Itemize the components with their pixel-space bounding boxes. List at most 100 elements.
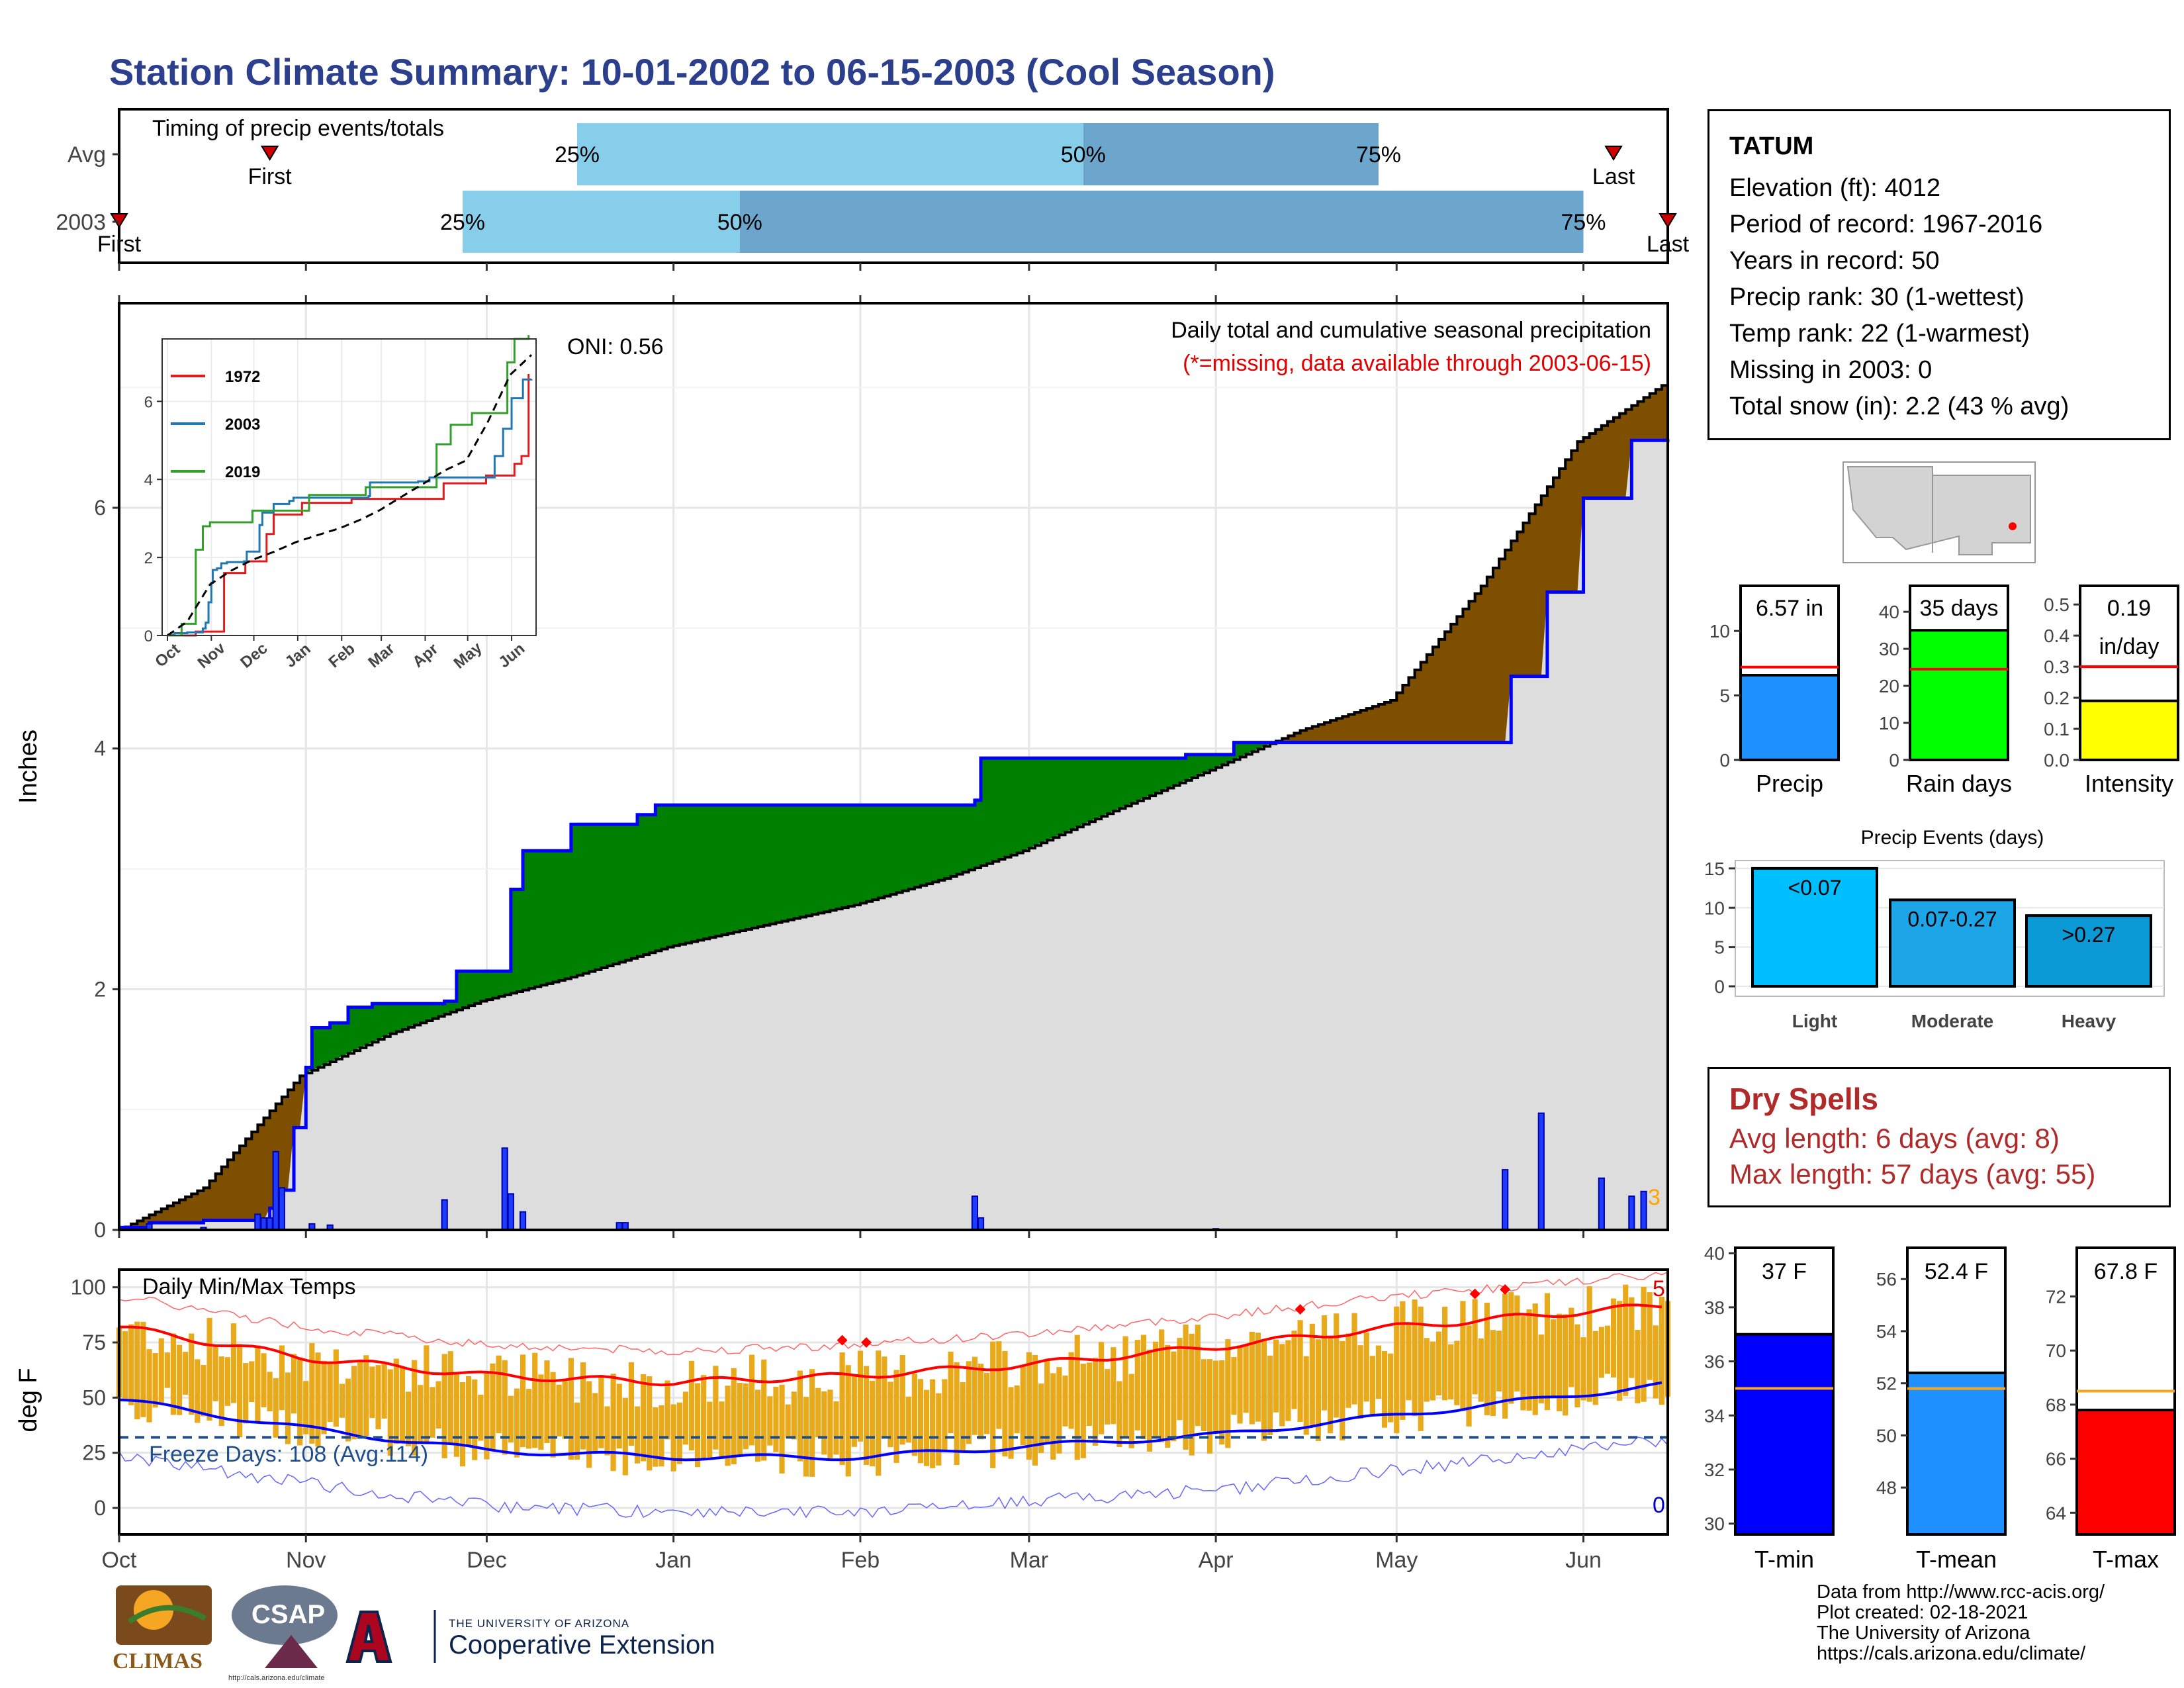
daily-temp-bar	[393, 1358, 399, 1444]
daily-temp-bar	[134, 1321, 140, 1420]
temp-ytick-label: 100	[71, 1276, 106, 1299]
daily-temp-bar	[930, 1379, 936, 1468]
daily-temp-bar	[128, 1324, 134, 1405]
daily-temp-bar	[249, 1361, 255, 1403]
first-event-label: First	[248, 164, 293, 189]
event-bar-inner-label: 0.07-0.27	[1907, 907, 1997, 931]
daily-temp-bar	[845, 1365, 851, 1477]
inset-xtick-label: Oct	[152, 640, 183, 671]
daily-temp-bar	[502, 1360, 508, 1455]
daily-temp-bar	[1140, 1335, 1146, 1440]
daily-temp-bar	[520, 1354, 526, 1448]
summary-bar-tick-label: 10	[1709, 621, 1730, 641]
csap-cloud	[232, 1585, 338, 1645]
inset-line-2003	[167, 378, 533, 636]
daily-temp-bar	[688, 1360, 695, 1451]
freeze-label: Freeze Days: 108 (Avg:114)	[149, 1442, 428, 1467]
daily-temp-bar	[1183, 1324, 1189, 1450]
daily-temp-bar	[1592, 1331, 1598, 1405]
inset-legend-label: 1972	[225, 368, 260, 386]
daily-precip-bar	[977, 1217, 985, 1231]
inset-xtick-label: May	[450, 639, 486, 673]
record-high-marker	[1295, 1304, 1306, 1315]
daily-temp-bar	[544, 1360, 550, 1443]
temp-summary-tick-label: 52	[1876, 1374, 1897, 1394]
daily-temp-bar	[309, 1342, 315, 1444]
inset-xtick-label: Apr	[409, 640, 441, 671]
climas-swoosh	[127, 1605, 207, 1624]
temp-panel: Daily Min/Max Temps Freeze Days: 108 (Av…	[15, 1268, 1671, 1573]
summary-bar-tick-label: 30	[1879, 639, 1899, 659]
daily-temp-bar	[1105, 1369, 1111, 1425]
daily-temp-bar	[1225, 1339, 1231, 1448]
daily-temp-bar	[1430, 1341, 1435, 1401]
daily-temp-bar	[279, 1345, 285, 1411]
event-bar	[1751, 867, 1878, 988]
month-label: Mar	[1010, 1548, 1049, 1573]
avg-cumulative-area	[119, 439, 1668, 1230]
daily-precip-bar	[519, 1211, 527, 1231]
daily-temp-bar	[568, 1358, 574, 1460]
daily-temp-bar	[1134, 1340, 1140, 1430]
daily-temp-bar	[1219, 1360, 1225, 1445]
daily-temp-bar	[206, 1317, 212, 1421]
summary-bar-tick-label: 0.4	[2044, 626, 2070, 646]
inset-border	[161, 338, 537, 636]
daily-temp-bar	[664, 1380, 670, 1440]
temp-summary-bar	[2075, 1409, 2176, 1536]
inset-content: Oct Nov Dec Jan Feb Mar Apr May Jun 0 2 4 6 1972 2003 2…	[144, 335, 537, 673]
daily-temp-bar	[375, 1365, 381, 1430]
daily-temp-bar	[1062, 1375, 1068, 1427]
daily-precip-bar	[278, 1187, 285, 1231]
timing-q25-label: 25%	[440, 210, 485, 235]
precip-ytick-label: 4	[94, 737, 106, 761]
summary-bar-tick-label: 0.1	[2044, 719, 2070, 739]
daily-temp-bar	[339, 1383, 345, 1418]
timing-row-label: 2003	[56, 210, 106, 235]
daily-temp-bar	[418, 1385, 424, 1442]
daily-temp-bar	[1285, 1340, 1291, 1421]
daily-temp-bar	[496, 1355, 502, 1434]
daily-precip-bar	[441, 1199, 448, 1231]
daily-temp-bar	[152, 1353, 158, 1408]
first-event-marker	[260, 146, 279, 161]
daily-temp-bar	[1026, 1352, 1032, 1460]
daily-temp-bar	[170, 1333, 177, 1415]
daily-temp-bar	[610, 1374, 616, 1472]
daily-temp-bar	[1086, 1362, 1093, 1427]
daily-temp-bar	[839, 1352, 845, 1466]
daily-temp-bar	[1340, 1340, 1345, 1440]
summary-bar-chart: 0.19 in/day 0.0 0.1 0.2 0.3 0.4 0.5 Intensity	[2044, 585, 2179, 797]
climas-text: CLIMAS	[113, 1649, 203, 1673]
daily-temp-bar	[647, 1376, 653, 1471]
daily-temp-bar	[1334, 1313, 1340, 1418]
daily-temp-bar	[1617, 1301, 1623, 1401]
daily-temp-bar	[1237, 1345, 1243, 1424]
summary-bar-charts: 6.57 in 0 5 10 Precip 35 days 0 10 20 30 40 Rain da…	[1709, 585, 2179, 797]
daily-temp-bar	[1111, 1347, 1116, 1425]
temp-summary-bar	[1734, 1333, 1835, 1536]
station-line: Elevation (ft): 4012	[1729, 174, 1940, 202]
summary-bar-tick-label: 40	[1879, 602, 1899, 622]
daily-temp-bar	[447, 1351, 453, 1444]
daily-temp-bar	[1629, 1297, 1635, 1378]
daily-temp-bar	[972, 1356, 978, 1435]
dry-spells-avg: Avg length: 6 days (avg: 8)	[1729, 1123, 2060, 1154]
precip-events-chart: Precip Events (days) 0 5 10 15 <0.07 Light 0.07…	[1704, 827, 2165, 1031]
temp-summary-chart: 67.8 F 64 66 68 70 72 T-max	[2046, 1246, 2176, 1573]
ua-logo: THE UNIVERSITY OF ARIZONA Cooperative Ex…	[345, 1610, 715, 1663]
precip-caption: Daily total and cumulative seasonal prec…	[1171, 318, 1651, 343]
daily-temp-bar	[749, 1354, 755, 1446]
daily-temp-bar	[484, 1374, 490, 1460]
daily-temp-bar	[1243, 1344, 1249, 1413]
daily-temp-bar	[490, 1363, 496, 1452]
daily-temp-bar	[1435, 1331, 1442, 1395]
daily-temp-bar	[459, 1382, 466, 1467]
daily-temp-bar	[1369, 1356, 1375, 1415]
daily-temp-bar	[550, 1372, 556, 1458]
daily-temp-bar	[773, 1386, 779, 1452]
daily-temp-bar	[1195, 1325, 1201, 1427]
daily-temp-bar	[1122, 1336, 1128, 1438]
daily-temp-bar	[1189, 1333, 1195, 1456]
temp-label: Daily Min/Max Temps	[142, 1274, 355, 1299]
